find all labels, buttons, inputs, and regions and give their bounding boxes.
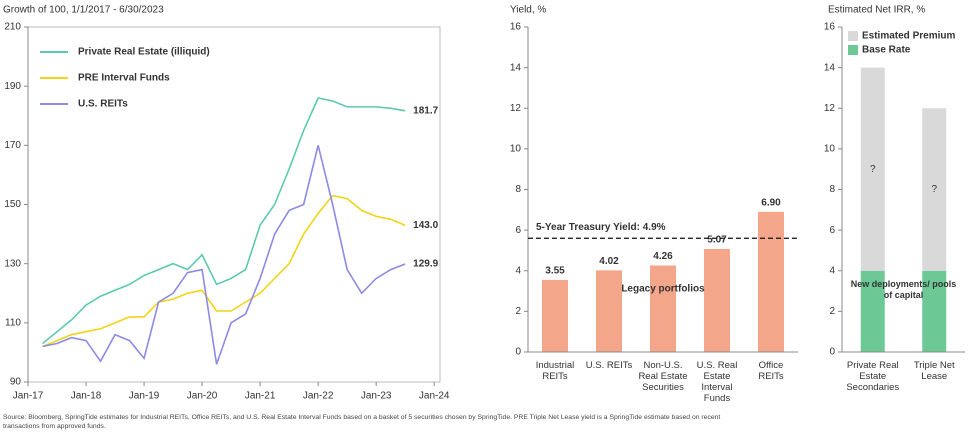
value-label: 5.07	[707, 235, 727, 246]
x-tick-label: Private Real Estate Secondaries	[846, 360, 900, 393]
x-tick-label: Non-U.S. Real Estate Securities	[638, 360, 688, 393]
y-tick-label: 4	[515, 265, 521, 276]
y-tick-label: 16	[824, 22, 836, 33]
y-tick-label: 210	[4, 22, 21, 33]
bar	[596, 270, 622, 352]
value-label: 4.26	[653, 251, 673, 262]
x-tick-label: Office REITs	[758, 360, 784, 382]
legend-label: PRE Interval Funds	[78, 73, 170, 84]
x-tick-label: Jan-17	[13, 391, 44, 402]
bar	[542, 279, 568, 352]
y-tick-label: 170	[4, 140, 21, 151]
y-tick-label: 2	[829, 306, 835, 317]
y-tick-label: 90	[10, 377, 22, 388]
y-tick-label: 8	[829, 184, 835, 195]
y-tick-label: 190	[4, 81, 21, 92]
chart-title: Estimated Net IRR, %	[828, 5, 925, 16]
bar-segment	[860, 67, 885, 271]
annotation: Legacy portfolios	[621, 284, 705, 295]
plot-frame	[842, 27, 965, 352]
x-tick-label: Jan-18	[71, 391, 102, 402]
y-tick-label: 0	[829, 347, 835, 358]
legend-label: Base Rate	[862, 45, 911, 56]
x-tick-label: U.S. REITs	[585, 360, 633, 371]
x-tick-label: Industrial REITs	[535, 360, 575, 382]
bar-segment	[922, 270, 947, 352]
annotation: ?	[931, 184, 937, 195]
x-tick-label: Jan-20	[187, 391, 218, 402]
end-label: 181.7	[413, 105, 438, 116]
bar	[758, 211, 784, 352]
bar	[704, 249, 730, 352]
legend-label: U.S. REITs	[78, 99, 128, 110]
y-tick-label: 0	[515, 347, 521, 358]
y-tick-label: 14	[510, 62, 522, 73]
y-tick-label: 6	[515, 225, 521, 236]
series-line	[42, 194, 406, 348]
bar-segment	[922, 108, 947, 271]
footnote: Source: Bloomberg, SpringTide estimates …	[3, 414, 721, 430]
bar-segment	[860, 270, 885, 352]
x-tick-label: Jan-22	[303, 391, 334, 402]
end-label: 129.9	[413, 259, 438, 270]
reference-label: 5-Year Treasury Yield: 4.9%	[536, 222, 666, 233]
y-tick-label: 12	[824, 103, 836, 114]
annotation: ?	[870, 164, 876, 175]
annotation: New deployments/ pools of capital	[850, 278, 957, 300]
y-tick-label: 6	[829, 225, 835, 236]
x-tick-label: U.S. Real Estate Interval Funds	[696, 360, 738, 404]
y-tick-label: 10	[510, 144, 522, 155]
legend-label: Private Real Estate (illiquid)	[78, 47, 210, 58]
value-label: 6.90	[761, 197, 781, 208]
series-line	[42, 145, 406, 365]
value-label: 4.02	[599, 256, 619, 267]
y-tick-label: 2	[515, 306, 521, 317]
y-tick-label: 4	[829, 265, 835, 276]
chart-title: Growth of 100, 1/1/2017 - 6/30/2023	[3, 5, 164, 16]
x-tick-label: Jan-21	[245, 391, 276, 402]
y-tick-label: 16	[510, 22, 522, 33]
x-tick-label: Jan-24	[419, 391, 450, 402]
y-tick-label: 12	[510, 103, 522, 114]
legend-swatch	[848, 45, 858, 55]
y-tick-label: 110	[5, 317, 21, 328]
end-label: 143.0	[413, 220, 438, 231]
y-tick-label: 14	[824, 62, 836, 73]
x-tick-label: Jan-23	[361, 391, 392, 402]
series-line	[42, 97, 406, 345]
chart-title: Yield, %	[510, 5, 546, 16]
y-tick-label: 10	[824, 144, 836, 155]
legend-label: Estimated Premium	[862, 31, 955, 42]
y-tick-label: 150	[4, 199, 21, 210]
y-tick-label: 130	[4, 258, 21, 269]
value-label: 3.55	[545, 266, 565, 277]
legend-swatch	[848, 31, 858, 41]
bar	[650, 265, 676, 352]
x-tick-label: Triple Net Lease	[913, 360, 955, 382]
x-tick-label: Jan-19	[129, 391, 160, 402]
y-tick-label: 8	[515, 184, 521, 195]
